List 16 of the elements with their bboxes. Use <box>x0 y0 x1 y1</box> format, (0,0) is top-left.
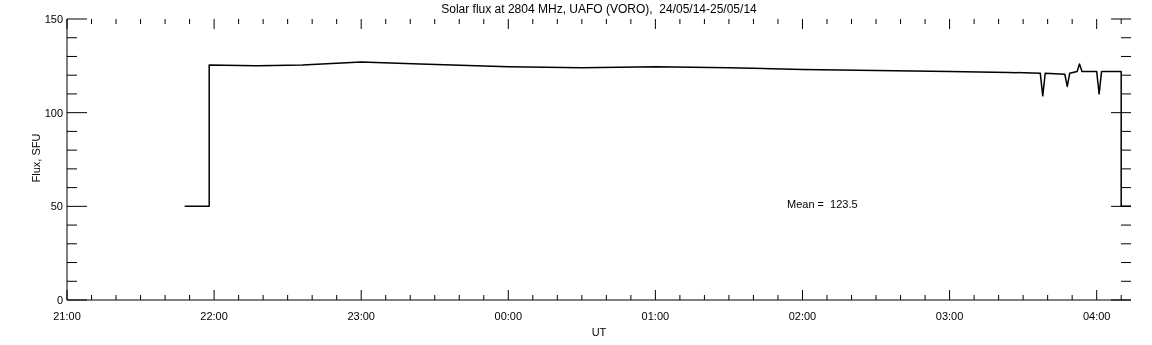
x-tick-label: 23:00 <box>347 310 375 322</box>
x-tick-label: 04:00 <box>1082 310 1111 322</box>
y-tick-label: 0 <box>56 294 63 306</box>
x-tick-label: 00:00 <box>494 310 523 322</box>
y-axis-title: Flux, SFU <box>30 132 42 184</box>
annotation: Mean = 123.5 <box>787 198 858 210</box>
y-tick-label: 100 <box>44 106 63 119</box>
y-tick-label: 150 <box>44 13 63 25</box>
x-tick-label: 03:00 <box>935 310 964 322</box>
chart-title: Solar flux at 2804 MHz, UAFO (VORO), 24/05/14-25/05/14 <box>440 2 758 16</box>
y-tick-label: 50 <box>50 200 63 213</box>
x-tick-label: 22:00 <box>200 310 228 322</box>
x-tick-label: 21:00 <box>53 310 81 322</box>
x-tick-label: 01:00 <box>641 310 670 322</box>
x-axis-title: UT <box>590 326 608 338</box>
x-tick-label: 02:00 <box>788 310 817 322</box>
